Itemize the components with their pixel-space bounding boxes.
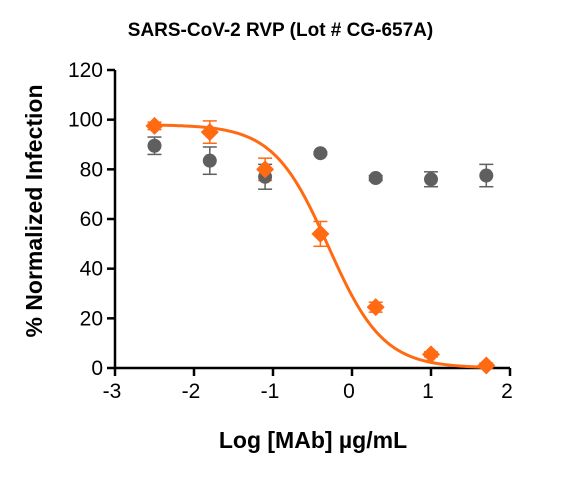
diamond-point: [256, 160, 275, 179]
x-tick-label: 0: [343, 380, 355, 403]
x-tick-label: -2: [182, 380, 201, 403]
y-tick-label: 80: [80, 158, 103, 181]
circle-point: [424, 172, 438, 187]
y-tick-label: 120: [68, 59, 103, 82]
diamond-point: [477, 356, 496, 375]
y-tick-label: 100: [68, 109, 103, 132]
y-tick-label: 20: [80, 307, 103, 330]
x-axis-label: Log [MAb] µg/mL: [219, 427, 407, 453]
circle-point: [313, 146, 328, 161]
y-tick-label: 40: [80, 258, 103, 281]
circle-point: [147, 138, 162, 153]
diamond-point: [366, 298, 385, 317]
x-tick-label: -3: [103, 380, 122, 403]
diamond-point: [145, 116, 164, 135]
data-points: [145, 116, 496, 375]
circle-point: [479, 168, 494, 183]
x-tick-label: 2: [501, 380, 513, 403]
diamond-point: [311, 224, 330, 243]
chart-title: SARS-CoV-2 RVP (Lot # CG-657A): [127, 20, 434, 41]
y-axis-label: % Normalized Infection: [21, 84, 47, 337]
x-tick-label: -1: [261, 380, 280, 403]
circle-point: [202, 153, 217, 168]
y-tick-label: 60: [80, 208, 103, 231]
x-tick-label: 1: [422, 380, 434, 403]
diamond-point: [200, 123, 219, 142]
diamond-point: [422, 345, 440, 364]
circle-point: [368, 171, 383, 186]
y-tick-label: 0: [91, 357, 103, 380]
